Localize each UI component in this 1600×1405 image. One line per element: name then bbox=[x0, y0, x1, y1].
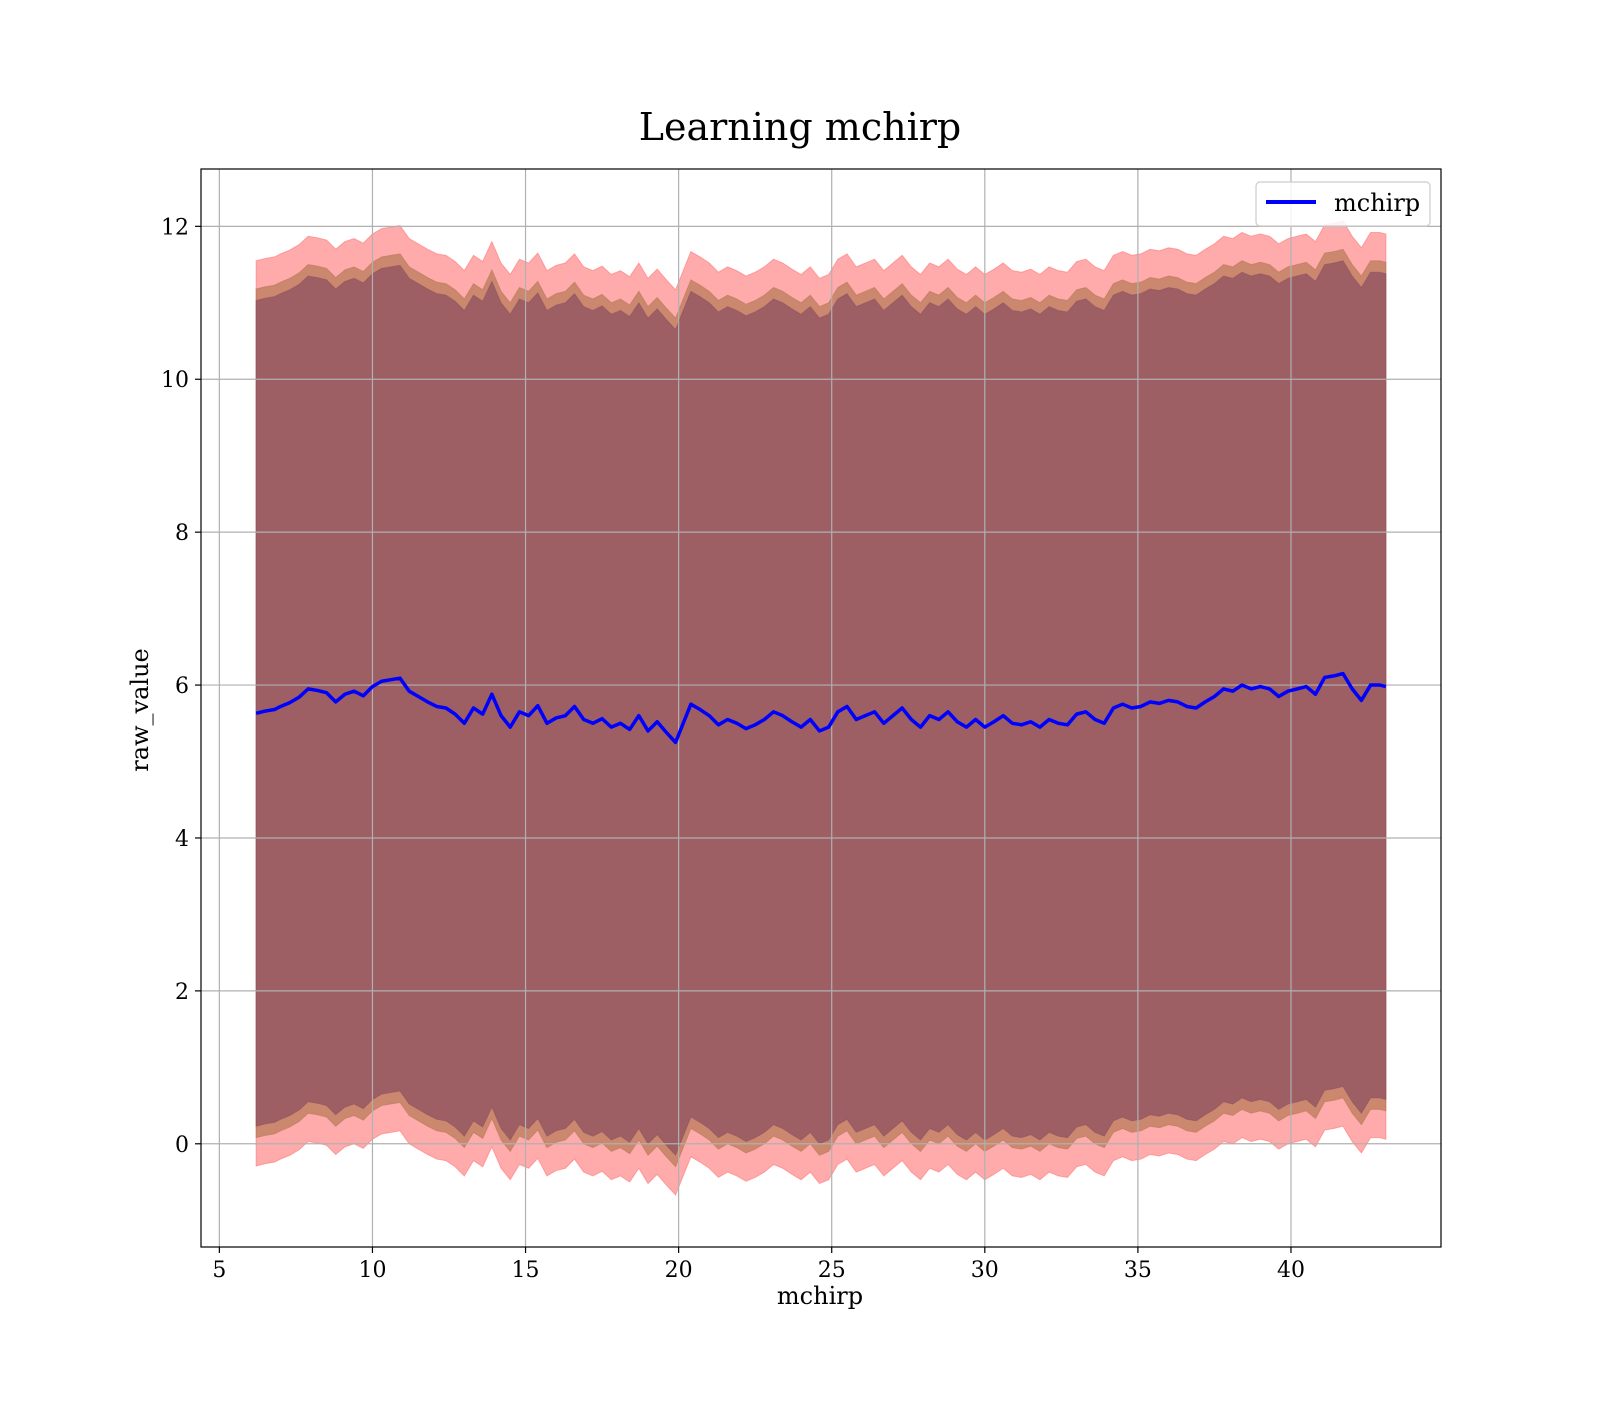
x-axis-label: mchirp bbox=[777, 1282, 863, 1310]
plot-area: 5 10 15 20 25 30 35 40 0 2 4 6 8 10 12 bbox=[161, 168, 1442, 1283]
x-tick-label: 35 bbox=[1124, 1258, 1152, 1283]
series-line-mchirp bbox=[255, 671, 1387, 745]
axis-ticks: 5 10 15 20 25 30 35 40 0 2 4 6 8 10 12 bbox=[161, 215, 1305, 1283]
x-tick-label: 30 bbox=[971, 1258, 999, 1283]
y-tick-label: 8 bbox=[175, 521, 189, 546]
y-tick-label: 6 bbox=[175, 674, 189, 699]
x-tick-label: 25 bbox=[818, 1258, 846, 1283]
y-tick-label: 0 bbox=[175, 1133, 189, 1158]
y-tick-label: 2 bbox=[175, 980, 189, 1005]
plot-frame bbox=[200, 168, 1442, 1248]
x-tick-label: 40 bbox=[1277, 1258, 1305, 1283]
confidence-band-3 bbox=[255, 260, 1387, 1157]
y-tick-label: 10 bbox=[161, 368, 189, 393]
legend-box bbox=[1255, 181, 1431, 227]
confidence-bands bbox=[255, 220, 1387, 1196]
y-tick-label: 12 bbox=[161, 215, 189, 240]
x-tick-label: 20 bbox=[665, 1258, 693, 1283]
legend-label-mchirp: mchirp bbox=[1334, 189, 1420, 217]
y-axis-label: raw_value bbox=[126, 648, 154, 772]
x-tick-label: 15 bbox=[512, 1258, 540, 1283]
y-tick-label: 4 bbox=[175, 827, 189, 852]
legend: mchirp bbox=[1255, 181, 1431, 227]
x-tick-label: 5 bbox=[212, 1258, 226, 1283]
chart-title: Learning mchirp bbox=[639, 105, 961, 149]
grid-lines bbox=[201, 169, 1441, 1247]
x-tick-label: 10 bbox=[358, 1258, 386, 1283]
